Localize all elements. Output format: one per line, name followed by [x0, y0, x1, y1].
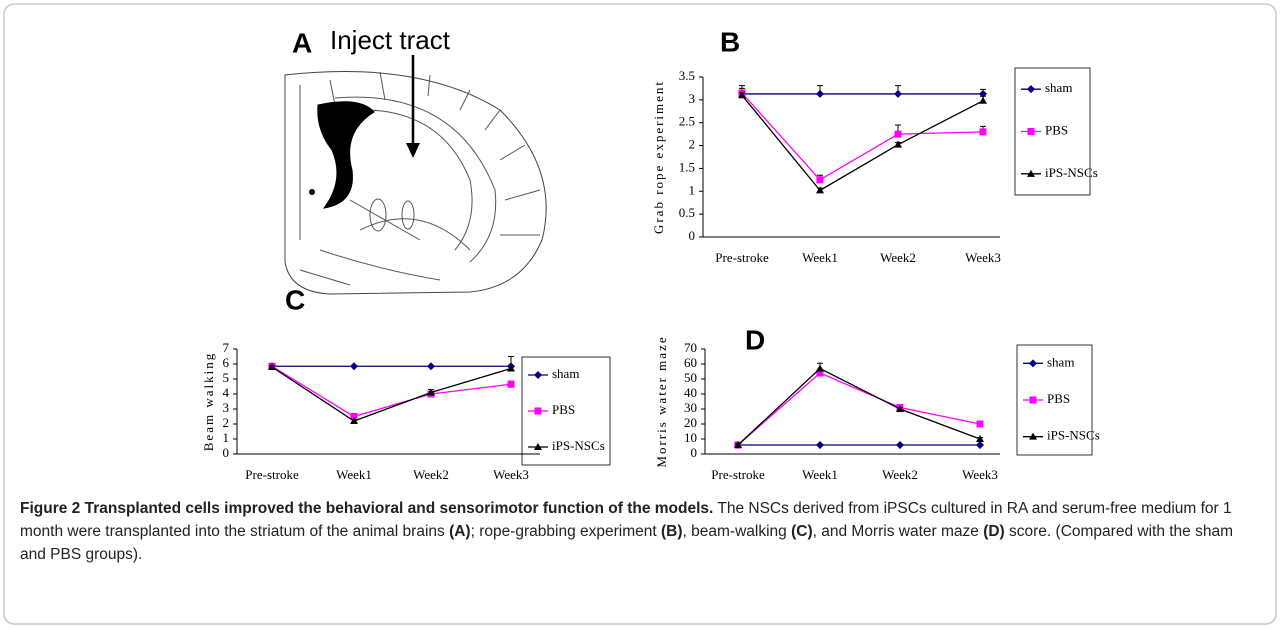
x-tick-label: Week2: [413, 467, 449, 482]
legend-marker: [534, 371, 542, 379]
caption-text: (C): [791, 523, 813, 540]
y-tick-label: 2: [223, 415, 230, 430]
caption-text: , and Morris water maze: [813, 523, 984, 540]
y-tick-label: 0: [223, 445, 230, 460]
marker: [816, 365, 824, 372]
legend-label: iPS-NSCs: [552, 438, 605, 453]
legend-label: sham: [1047, 354, 1074, 369]
caption-text: (D): [983, 523, 1005, 540]
y-tick-label: 6: [223, 355, 230, 370]
panel-label: C: [285, 284, 305, 315]
marker: [817, 176, 824, 183]
y-tick-label: 2: [689, 137, 696, 152]
y-axis-label: Morris water maze: [654, 335, 669, 467]
legend-label: sham: [1045, 80, 1072, 95]
y-tick-label: 10: [684, 430, 697, 445]
marker: [976, 441, 984, 449]
y-tick-label: 7: [223, 340, 230, 355]
marker: [979, 97, 987, 104]
x-tick-label: Pre-stroke: [711, 467, 765, 482]
y-tick-label: 1: [223, 430, 230, 445]
legend-marker: [1029, 359, 1037, 367]
y-tick-label: 0: [691, 445, 698, 460]
marker: [350, 362, 358, 370]
series-line: [272, 367, 511, 421]
page: A Inject tract B 0 0.5 1 1.5 2 2.5 3 3.5 Grab rop…: [0, 0, 1282, 630]
legend-marker: [1030, 397, 1037, 404]
panel-label: A: [292, 27, 312, 58]
y-tick-label: 0: [689, 228, 696, 243]
annotation: Inject tract: [330, 25, 451, 55]
y-tick-label: 1.5: [679, 159, 695, 174]
marker: [816, 90, 824, 98]
y-tick-label: 40: [684, 385, 697, 400]
x-tick-label: Week3: [493, 467, 529, 482]
x-tick-label: Week3: [962, 467, 998, 482]
caption-text: (A): [449, 523, 471, 540]
x-tick-label: Week1: [802, 467, 838, 482]
caption-text: ; rope-grabbing experiment: [471, 523, 661, 540]
legend-label: PBS: [1045, 122, 1068, 137]
y-tick-label: 4: [223, 385, 230, 400]
x-tick-label: Week2: [880, 250, 916, 265]
legend-label: PBS: [552, 402, 575, 417]
marker: [894, 141, 902, 148]
y-tick-label: 1: [689, 182, 696, 197]
caption: Figure 2 Transplanted cells improved the…: [20, 497, 1260, 566]
x-tick-label: Week1: [336, 467, 372, 482]
caption-title: Figure 2 Transplanted cells improved the…: [20, 500, 713, 517]
marker: [816, 441, 824, 449]
marker: [427, 362, 435, 370]
y-tick-label: 3: [689, 91, 696, 106]
series-line: [742, 95, 983, 190]
marker: [896, 441, 904, 449]
panel-label: B: [720, 26, 740, 57]
y-tick-label: 3.5: [679, 68, 695, 83]
y-tick-label: 0.5: [679, 205, 695, 220]
x-tick-label: Week2: [882, 467, 918, 482]
legend-label: PBS: [1047, 391, 1070, 406]
series-line: [738, 369, 980, 446]
y-tick-label: 3: [223, 400, 230, 415]
y-tick-label: 60: [684, 355, 697, 370]
marker: [508, 381, 515, 388]
x-tick-label: Week1: [802, 250, 838, 265]
y-tick-label: 20: [684, 415, 697, 430]
marker: [977, 421, 984, 428]
brain-atlas: [285, 72, 546, 294]
panel-label: D: [745, 324, 765, 355]
marker: [894, 90, 902, 98]
legend-label: sham: [552, 366, 579, 381]
y-tick-label: 70: [684, 340, 697, 355]
arrow-head: [406, 143, 420, 158]
y-tick-label: 2.5: [679, 114, 695, 129]
x-tick-label: Pre-stroke: [245, 467, 299, 482]
legend-marker: [535, 408, 542, 415]
series-line: [738, 373, 980, 445]
legend-marker: [1028, 128, 1035, 135]
marker: [980, 128, 987, 135]
y-axis-label: Beam walking: [201, 352, 216, 451]
series-line: [742, 93, 983, 180]
y-axis-label: Grab rope experiment: [651, 80, 666, 234]
y-tick-label: 50: [684, 370, 697, 385]
legend-marker: [1027, 85, 1035, 93]
x-tick-label: Pre-stroke: [715, 250, 769, 265]
caption-text: (B): [661, 523, 683, 540]
x-tick-label: Week3: [965, 250, 1001, 265]
marker: [895, 131, 902, 138]
y-tick-label: 30: [684, 400, 697, 415]
y-tick-label: 5: [223, 370, 230, 385]
caption-text: , beam-walking: [683, 523, 792, 540]
